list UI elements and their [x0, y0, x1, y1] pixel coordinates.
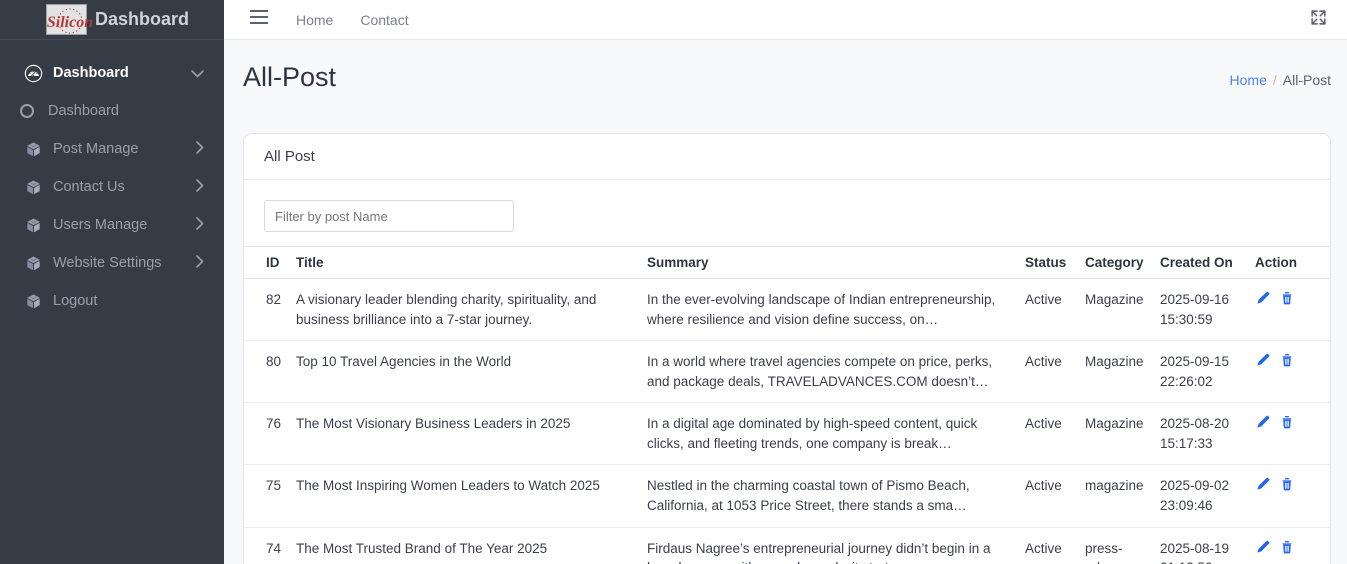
svg-text:Silicon: Silicon — [47, 14, 93, 31]
